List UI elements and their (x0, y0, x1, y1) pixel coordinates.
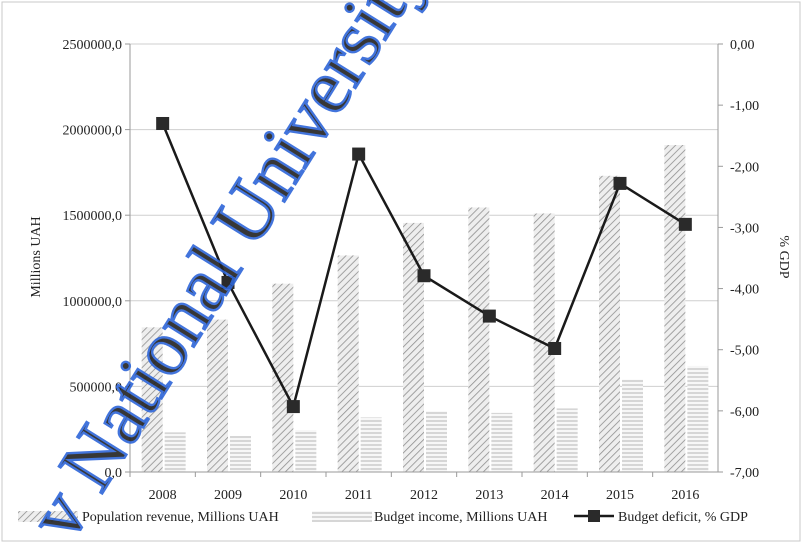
left-tick-label: 0,0 (105, 466, 123, 481)
bar-population-revenue (207, 319, 228, 472)
left-axis-ticks: 0,0 500000,0 1000000,0 1500000,0 2000000,0 25… (63, 38, 123, 481)
x-tick-label: 2011 (345, 488, 372, 503)
bar-budget-income (230, 436, 251, 472)
right-tick-label: -7,00 (730, 466, 759, 481)
x-tick-label: 2014 (541, 488, 569, 503)
right-tick-label: -2,00 (730, 160, 759, 175)
deficit-marker (548, 341, 562, 355)
bar-budget-income (687, 365, 709, 472)
legend-label-population-revenue: Population revenue, Millions UAH (82, 510, 279, 525)
deficit-marker (221, 275, 235, 289)
right-axis-ticks: 0,00 -1,00 -2,00 -3,00 -4,00 -5,00 -6,00 -7,00 (718, 38, 759, 481)
right-tick-label: -4,00 (730, 283, 759, 298)
x-tick-label: 2015 (606, 488, 634, 503)
bar-population-revenue (337, 255, 359, 472)
bar-budget-income (622, 379, 643, 472)
legend-label-budget-income: Budget income, Millions UAH (374, 510, 547, 525)
right-tick-label: -3,00 (730, 221, 759, 236)
left-tick-label: 2500000,0 (63, 38, 123, 53)
left-tick-label: 1500000,0 (63, 209, 123, 224)
bar-population-revenue (141, 327, 163, 472)
legend-label-budget-deficit: Budget deficit, % GDP (618, 510, 748, 525)
deficit-marker (613, 176, 627, 190)
x-tick-label: 2009 (214, 488, 242, 503)
legend: Population revenue, Millions UAH Budget … (18, 510, 748, 525)
bar-budget-income (426, 411, 447, 472)
x-axis-labels: 2008 2009 2010 2011 2012 2013 2014 2015 2016 (129, 472, 699, 503)
x-tick-label: 2013 (475, 488, 503, 503)
bar-population-revenue (664, 145, 686, 472)
bars (141, 145, 709, 472)
deficit-marker (678, 217, 692, 231)
right-axis-title: % GDP (776, 235, 791, 278)
left-axis-title: Millions UAH (29, 216, 44, 297)
x-tick-label: 2016 (671, 488, 699, 503)
deficit-line (156, 116, 692, 414)
deficit-marker (352, 147, 366, 161)
right-tick-label: -1,00 (730, 99, 759, 114)
right-tick-label: 0,00 (730, 38, 755, 53)
left-tick-label: 500000,0 (70, 380, 123, 395)
deficit-marker (482, 309, 496, 323)
bar-population-revenue (468, 207, 490, 472)
x-tick-label: 2010 (279, 488, 307, 503)
bar-budget-income (360, 417, 382, 472)
legend-swatch-budget-income (312, 511, 372, 522)
bar-budget-income (491, 412, 513, 472)
bar-budget-income (164, 432, 186, 472)
deficit-marker (417, 269, 431, 283)
bar-budget-income (556, 408, 578, 472)
bar-population-revenue (403, 222, 424, 472)
bar-budget-income (295, 430, 317, 472)
right-tick-label: -6,00 (730, 405, 759, 420)
right-tick-label: -5,00 (730, 344, 759, 359)
legend-swatch-population-revenue (18, 511, 78, 522)
legend-swatch-marker (588, 510, 600, 522)
left-tick-label: 1000000,0 (63, 295, 123, 310)
bar-population-revenue (272, 283, 294, 472)
left-tick-label: 2000000,0 (63, 124, 123, 139)
x-tick-label: 2008 (149, 488, 177, 503)
bar-population-revenue (599, 175, 620, 472)
x-tick-label: 2012 (410, 488, 438, 503)
deficit-marker (156, 116, 170, 130)
deficit-marker (286, 400, 300, 414)
